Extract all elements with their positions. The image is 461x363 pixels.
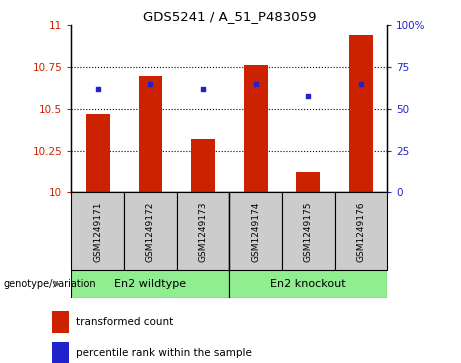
Bar — [296, 172, 320, 192]
Point — [252, 81, 260, 87]
Bar — [229, 270, 387, 298]
Text: En2 knockout: En2 knockout — [271, 279, 346, 289]
Bar — [86, 114, 110, 192]
Text: GSM1249174: GSM1249174 — [251, 201, 260, 262]
Bar — [335, 192, 387, 270]
Bar — [124, 192, 177, 270]
Point — [357, 81, 365, 87]
Bar — [282, 192, 335, 270]
Text: GSM1249171: GSM1249171 — [93, 201, 102, 262]
Text: GSM1249175: GSM1249175 — [304, 201, 313, 262]
Bar — [139, 76, 162, 192]
Text: GSM1249176: GSM1249176 — [356, 201, 366, 262]
Bar — [177, 192, 229, 270]
Text: GSM1249173: GSM1249173 — [199, 201, 207, 262]
Bar — [349, 36, 373, 192]
Point — [305, 93, 312, 98]
Text: percentile rank within the sample: percentile rank within the sample — [76, 348, 252, 358]
Point — [94, 86, 101, 92]
Text: GSM1249172: GSM1249172 — [146, 201, 155, 262]
Bar — [191, 139, 215, 192]
Text: transformed count: transformed count — [76, 317, 173, 327]
Bar — [244, 65, 267, 192]
Bar — [52, 342, 69, 363]
Bar — [52, 311, 69, 333]
Bar — [229, 192, 282, 270]
Point — [199, 86, 207, 92]
Bar — [71, 192, 124, 270]
Text: genotype/variation: genotype/variation — [3, 279, 96, 289]
Title: GDS5241 / A_51_P483059: GDS5241 / A_51_P483059 — [142, 10, 316, 23]
Point — [147, 81, 154, 87]
Text: En2 wildtype: En2 wildtype — [114, 279, 186, 289]
Bar — [71, 270, 230, 298]
